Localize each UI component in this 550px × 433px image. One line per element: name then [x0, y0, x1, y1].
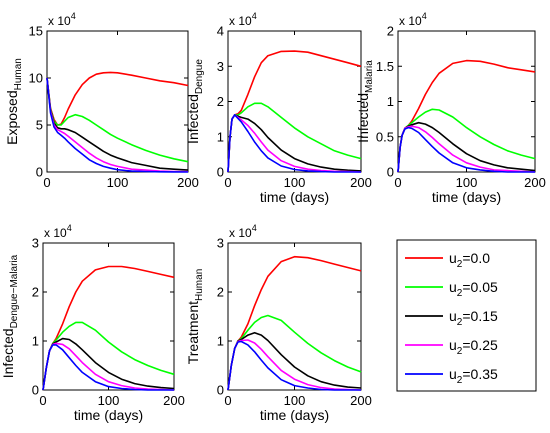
y-tick-label: 1 — [217, 129, 224, 144]
x-axis-label: time (days) — [260, 189, 329, 205]
x-tick-label: 100 — [284, 393, 306, 408]
series-line-4 — [227, 114, 362, 173]
x-tick-label: 0 — [224, 175, 231, 190]
plot-frame — [46, 30, 189, 173]
y-exponent-label: x 104 — [399, 11, 427, 28]
panel-3: 0 100 200 0 0.5 1 1.5 2 x 104 InfectedMalaria time… — [355, 11, 546, 205]
legend-label: u2=0.35 — [449, 366, 498, 386]
x-tick-label: 100 — [284, 175, 306, 190]
y-axis-label: InfectedDengue — [185, 59, 205, 144]
y-exponent-label: x 104 — [229, 11, 257, 28]
y-tick-label: 2 — [217, 285, 224, 300]
y-tick-label: 1 — [387, 94, 394, 109]
y-tick-label: 0 — [217, 165, 224, 180]
panel-2: 0 100 200 0 1 2 3 4 x 104 InfectedDengue time (day… — [185, 11, 372, 205]
y-tick-label: 4 — [217, 24, 224, 39]
series-line-2 — [227, 102, 362, 173]
x-tick-label: 200 — [177, 175, 199, 190]
y-tick-label: 0 — [36, 165, 43, 180]
x-axis-label: time (days) — [74, 407, 143, 423]
y-tick-label: 3 — [217, 59, 224, 74]
series-line-3 — [227, 114, 362, 173]
legend-label: u2=0.25 — [449, 337, 498, 357]
panel-4: 0 100 200 0 1 2 3 x 104 InfectedDengue−Malaria ti… — [0, 223, 185, 423]
x-tick-label: 200 — [350, 393, 372, 408]
y-tick-label: 0.5 — [376, 129, 394, 144]
series-line-5 — [42, 344, 174, 391]
y-tick-label: 5 — [36, 118, 43, 133]
x-tick-label: 200 — [163, 393, 185, 408]
plot-frame — [397, 30, 536, 173]
series-line-3 — [397, 121, 536, 173]
y-tick-label: 15 — [29, 24, 43, 39]
panel-1: 0 100 200 0 5 10 15 x 104 ExposedHuman — [4, 11, 199, 190]
x-tick-label: 100 — [456, 175, 478, 190]
series-line-3 — [227, 331, 362, 391]
series-line-4 — [46, 77, 189, 173]
y-axis-label: InfectedDengue−Malaria — [0, 254, 20, 378]
x-tick-label: 100 — [98, 393, 120, 408]
y-tick-label: 1 — [32, 334, 39, 349]
y-exponent-label: x 104 — [48, 11, 76, 28]
legend: u2=0.0 u2=0.05 u2=0.15 u2=0.25 u2=0.35 — [396, 239, 537, 392]
plot-frame — [227, 30, 362, 173]
y-tick-label: 3 — [217, 236, 224, 251]
y-axis-label: ExposedHuman — [4, 58, 24, 145]
y-tick-label: 10 — [29, 71, 43, 86]
y-axis-label: TreatmentHuman — [185, 269, 205, 365]
y-tick-label: 0 — [32, 383, 39, 398]
y-axis-label: InfectedMalaria — [355, 60, 375, 143]
series-line-3 — [46, 77, 189, 171]
y-tick-label: 2 — [32, 285, 39, 300]
y-tick-label: 0 — [217, 383, 224, 398]
series-line-5 — [46, 77, 189, 173]
y-tick-label: 3 — [32, 236, 39, 251]
x-tick-label: 0 — [394, 175, 401, 190]
y-tick-label: 1.5 — [376, 59, 394, 74]
y-tick-label: 2 — [387, 24, 394, 39]
series-line-4 — [227, 339, 362, 391]
series-line-5 — [227, 340, 361, 391]
x-axis-label: time (days) — [432, 189, 501, 205]
x-tick-label: 200 — [524, 175, 546, 190]
series-line-2 — [42, 321, 175, 391]
panel-5: 0 100 200 0 1 2 3 x 104 TreatmentHuman time (days… — [185, 223, 372, 423]
x-tick-label: 100 — [107, 175, 129, 190]
series-line-1 — [227, 50, 362, 173]
x-tick-label: 0 — [39, 393, 46, 408]
legend-label: u2=0.15 — [449, 308, 498, 328]
y-exponent-label: x 104 — [44, 223, 72, 240]
x-tick-label: 0 — [43, 175, 50, 190]
series-line-5 — [397, 126, 535, 173]
legend-label: u2=0.0 — [449, 250, 490, 270]
series-line-2 — [46, 77, 189, 163]
x-axis-label: time (days) — [260, 407, 329, 423]
x-tick-label: 0 — [224, 393, 231, 408]
x-tick-label: 200 — [350, 175, 372, 190]
y-exponent-label: x 104 — [229, 223, 257, 240]
series-line-5 — [227, 114, 361, 173]
y-tick-label: 0 — [387, 165, 394, 180]
y-tick-label: 2 — [217, 94, 224, 109]
y-tick-label: 1 — [217, 334, 224, 349]
legend-label: u2=0.05 — [449, 279, 498, 299]
series-line-1 — [227, 255, 362, 391]
